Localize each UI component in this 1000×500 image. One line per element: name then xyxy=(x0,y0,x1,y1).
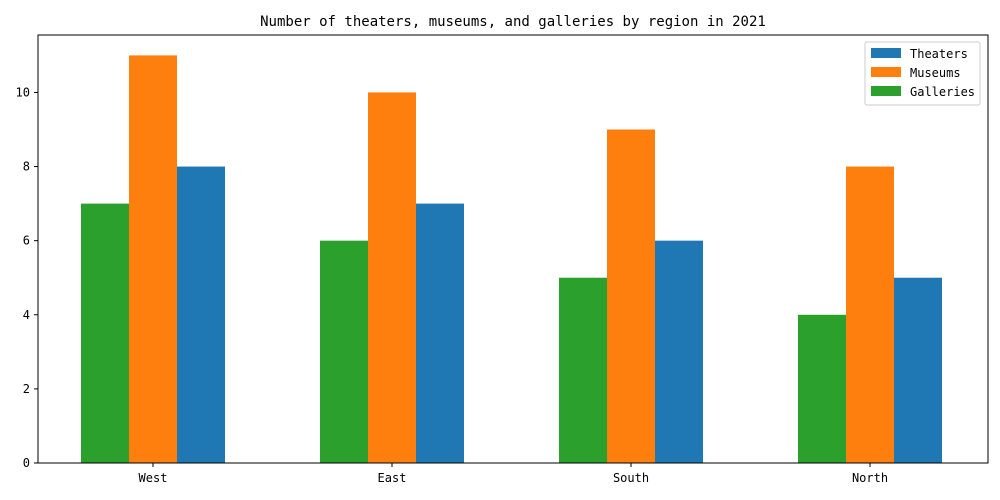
bar-museums-north xyxy=(846,167,894,463)
bar-theaters-east xyxy=(416,204,464,463)
legend-swatch-galleries xyxy=(871,86,901,96)
legend-label-museums: Museums xyxy=(910,66,961,80)
bar-theaters-west xyxy=(177,167,225,463)
bar-museums-west xyxy=(129,55,177,463)
x-tick-label-north: North xyxy=(852,471,888,485)
bar-galleries-south xyxy=(559,278,607,463)
y-tick-label: 0 xyxy=(23,456,30,470)
x-tick-label-west: West xyxy=(139,471,168,485)
legend-swatch-theaters xyxy=(871,48,901,58)
x-axis: West East South North xyxy=(139,463,889,485)
bar-galleries-north xyxy=(798,315,846,463)
legend: Theaters Museums Galleries xyxy=(865,42,980,105)
legend-swatch-museums xyxy=(871,67,901,77)
y-tick-label: 2 xyxy=(23,382,30,396)
bars-layer xyxy=(81,55,942,463)
y-tick-label: 6 xyxy=(23,234,30,248)
x-tick-label-east: East xyxy=(378,471,407,485)
bar-galleries-west xyxy=(81,204,129,463)
y-tick-label: 10 xyxy=(16,85,30,99)
x-tick-label-south: South xyxy=(613,471,649,485)
y-axis: 0 2 4 6 8 10 xyxy=(16,85,38,470)
bar-theaters-north xyxy=(894,278,942,463)
bar-museums-south xyxy=(607,129,655,463)
chart-title: Number of theaters, museums, and galleri… xyxy=(260,14,766,30)
bar-theaters-south xyxy=(655,241,703,463)
legend-label-galleries: Galleries xyxy=(910,85,975,99)
legend-label-theaters: Theaters xyxy=(910,47,968,61)
y-tick-label: 8 xyxy=(23,160,30,174)
bar-museums-east xyxy=(368,92,416,463)
y-tick-label: 4 xyxy=(23,308,30,322)
bar-galleries-east xyxy=(320,241,368,463)
